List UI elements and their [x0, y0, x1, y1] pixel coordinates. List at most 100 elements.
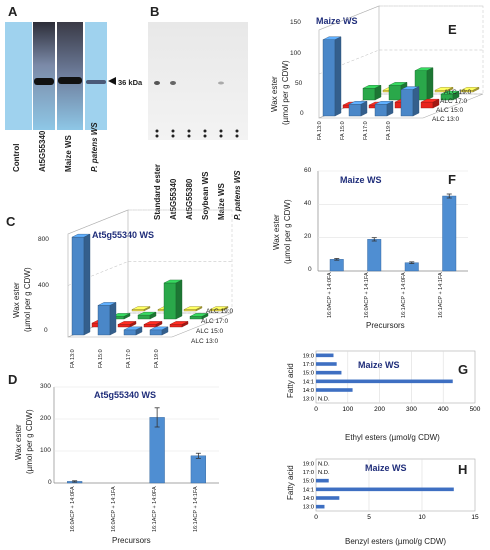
panel-e-title: Maize WS [316, 16, 358, 26]
marker-arrow-icon [108, 77, 116, 85]
panel-h-title: Maize WS [365, 463, 407, 473]
panel-d-ytick: 300 [40, 383, 51, 390]
bar [316, 504, 325, 509]
x-tick-label: 0 [314, 406, 318, 413]
bar-front [163, 282, 177, 320]
panel-e-ytick: 0 [300, 110, 304, 117]
bar-front [137, 314, 151, 320]
panel-c-alc-label: ALC 17:0 [201, 318, 229, 325]
bar-side [360, 100, 368, 117]
y-tick-label: 13:0 [303, 397, 314, 403]
panel-g-chart: 0 100 200 300 400 500 19:0 17:0 15:0 14:1 14:0 13:0… [303, 350, 481, 413]
panel-d-xtick: 16:0ACP + 14:1FA [111, 486, 117, 532]
panel-e-ytick: 150 [290, 19, 301, 26]
bar-side [195, 306, 203, 312]
bar-front [117, 324, 131, 328]
panel-d-ylabel1: Wax ester [14, 424, 23, 460]
bar [316, 388, 353, 392]
bar-front [388, 85, 402, 101]
plot-frame [315, 458, 476, 512]
bar-side [432, 98, 440, 109]
bar [316, 370, 342, 375]
bar-side [109, 302, 117, 336]
panel-h-xlabel: Benzyl esters (µmol/g CDW) [345, 537, 447, 546]
panel-c-ylabel2: (µmol per g CDW) [23, 267, 32, 332]
panel-f-title: Maize WS [340, 175, 382, 185]
bar-side [221, 306, 229, 312]
lane-label-at5g55340-b: At5G55340 [169, 178, 178, 220]
panel-e-chart [318, 5, 484, 119]
y-tick-label: 14:1 [303, 379, 314, 385]
x-tick-label: 100 [342, 406, 353, 413]
panel-c-title: At5g55340 WS [92, 230, 155, 240]
bar [367, 239, 382, 272]
panel-f-xtick: 16:0ACP + 14:0FA [327, 272, 333, 318]
panel-f-ylabel1: Wax ester [272, 214, 281, 250]
x-tick-label: 200 [374, 406, 385, 413]
panel-d-ytick: 0 [48, 479, 52, 486]
bar-side [472, 86, 480, 93]
bar [190, 455, 206, 484]
tlc-spots [154, 81, 239, 138]
panel-h-letter: H [458, 462, 468, 477]
gridline [67, 261, 232, 286]
panel-c-alc-label: ALC 15:0 [196, 328, 224, 335]
bar-front [374, 104, 388, 117]
panel-c-ylabel1: Wax ester [12, 282, 21, 318]
bar-side [386, 100, 394, 117]
panel-c-ytick: 400 [38, 282, 49, 289]
bar-front [322, 39, 336, 117]
bar-side [123, 313, 131, 320]
bar [316, 379, 453, 384]
panel-d-title: At5g55340 WS [94, 390, 157, 400]
panel-e-alc-label: ALC 17:0 [440, 98, 468, 105]
bar-side [452, 90, 460, 101]
panel-c-ytick: 0 [44, 327, 48, 334]
bar [316, 362, 337, 366]
panel-e-ytick: 100 [290, 50, 301, 57]
lane-label-control: Control [12, 143, 21, 172]
y-tick-label: 14:0 [303, 388, 314, 394]
panel-g-letter: G [458, 362, 469, 377]
panel-b-letter: B [150, 4, 160, 19]
panel-d-ytick: 100 [40, 447, 51, 454]
bar-side [181, 321, 189, 328]
western-blot-maize [57, 22, 83, 130]
y-tick-label: 17:0 [303, 470, 314, 476]
bar-front [420, 101, 434, 109]
x-tick-label: 15 [471, 514, 479, 521]
lane-label-standard: Standard ester [153, 163, 162, 220]
panel-f-letter: F [448, 172, 456, 187]
back-wall [378, 5, 484, 95]
panel-h-ylabel: Fatty acid [286, 465, 295, 500]
tlc-plate [148, 22, 248, 140]
bar [316, 353, 334, 358]
bar-side [83, 233, 91, 336]
bar-front [131, 309, 145, 312]
y-tick-label: 19:0 [303, 461, 314, 467]
bar-front [123, 329, 137, 336]
bar-side [149, 311, 157, 320]
bar-front [143, 324, 157, 328]
x-tick-label: 10 [418, 514, 426, 521]
bar-front [348, 104, 362, 117]
panel-e-ytick: 50 [295, 80, 303, 87]
panel-c-xtick: FA 15:0 [98, 349, 104, 368]
bar-side [155, 321, 163, 328]
panel-c-letter: C [6, 214, 16, 229]
bar-side [129, 321, 137, 328]
panel-e-xtick: FA 15:0 [340, 121, 346, 140]
panel-d-xtick: 16:1ACP + 14:0FA [152, 486, 158, 532]
bar-front [183, 309, 197, 312]
panel-e-alc-label: ALC 15:0 [436, 107, 464, 114]
panel-c-xtick: FA 13:0 [70, 349, 76, 368]
marker-36kda-label: 36 kDa [118, 78, 143, 87]
panel-c-xtick: FA 19:0 [154, 349, 160, 368]
panel-a-letter: A [8, 4, 18, 19]
lane-label-at5g55380: At5G55380 [185, 178, 194, 220]
nd-label: N.D. [318, 397, 330, 403]
bar-side [334, 36, 342, 117]
western-blot-band-ppatens [86, 80, 106, 84]
panel-f-ytick: 0 [308, 266, 312, 273]
x-tick-label: 400 [438, 406, 449, 413]
